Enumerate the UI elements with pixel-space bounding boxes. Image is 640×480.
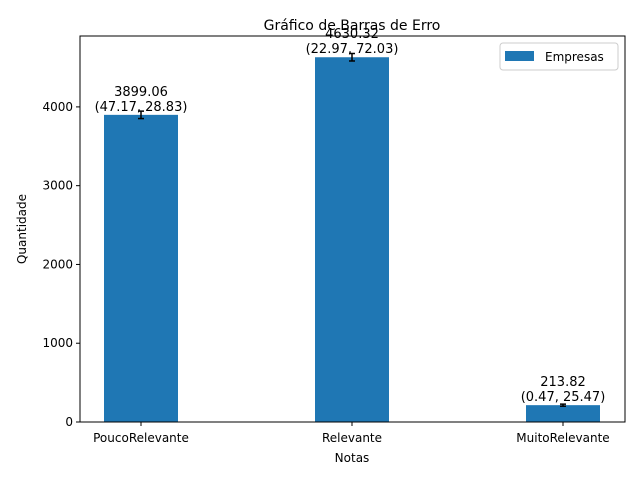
data-label-value: 4630.32 — [325, 27, 379, 42]
legend-frame — [499, 42, 619, 71]
x-axis-label: Notas — [335, 451, 370, 465]
bar-relevante — [315, 57, 389, 423]
data-label-value: 213.82 — [540, 375, 586, 390]
bars-layer — [104, 57, 600, 423]
legend-swatch — [505, 51, 534, 61]
y-tick-label: 3000 — [42, 179, 73, 193]
x-tick-label: PoucoRelevante — [93, 431, 189, 445]
bar-muitorelevante — [526, 405, 600, 422]
legend: Empresas — [499, 42, 619, 71]
data-label-value: 3899.06 — [114, 85, 168, 100]
y-axis: 0 1000 2000 3000 4000 — [42, 100, 80, 429]
x-axis: PoucoRelevante Relevante MuitoRelevante — [93, 422, 610, 445]
chart-title: Gráfico de Barras de Erro — [264, 18, 441, 34]
y-axis-label: Quantidade — [15, 194, 29, 264]
x-tick-label: Relevante — [322, 431, 382, 445]
data-label-interval: (0.47, 25.47) — [521, 390, 606, 405]
y-tick-label: 4000 — [42, 100, 73, 114]
legend-label: Empresas — [545, 50, 604, 64]
x-tick-label: MuitoRelevante — [516, 431, 609, 445]
data-label-interval: (47.17, 28.83) — [95, 100, 188, 115]
bar-poucorelevante — [104, 114, 178, 423]
y-tick-label: 0 — [65, 415, 73, 429]
data-label-interval: (22.97, 72.03) — [306, 42, 399, 57]
error-bars-layer — [138, 52, 566, 407]
y-tick-label: 1000 — [42, 336, 73, 350]
y-tick-label: 2000 — [42, 257, 73, 271]
data-labels-layer: 3899.06(47.17, 28.83) 4630.32(22.97, 72.0… — [95, 27, 606, 405]
